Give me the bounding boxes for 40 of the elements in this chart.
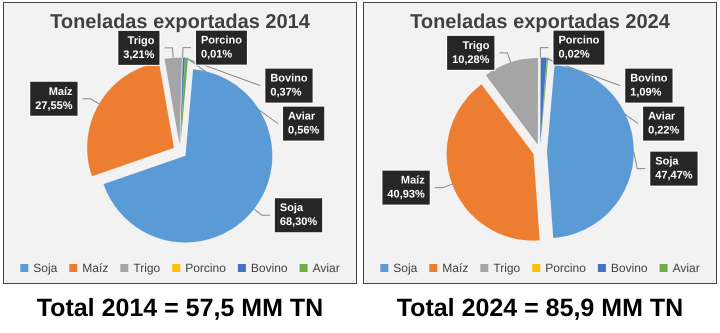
data-label: 0,56% xyxy=(288,124,320,137)
data-label: 3,21% xyxy=(123,48,155,61)
legend-label: Maíz xyxy=(82,261,108,275)
legend-label: Soja xyxy=(393,261,418,275)
legend-label: Aviar xyxy=(312,261,340,275)
legend-label: Porcino xyxy=(185,261,226,275)
data-label: 0,01% xyxy=(200,48,232,61)
slice-label: Soja xyxy=(655,156,680,168)
slice-label: Trigo xyxy=(462,40,490,52)
slice-label: Soja xyxy=(280,202,304,214)
legend-label: Maíz xyxy=(442,261,468,275)
legend-label: Trigo xyxy=(493,261,521,275)
slice-label: Maíz xyxy=(400,174,426,187)
data-label: 10,28% xyxy=(452,54,490,66)
slice-label: Porcino xyxy=(558,34,600,47)
chart-title: Toneladas exportadas 2014 xyxy=(50,11,311,33)
data-label: 68,30% xyxy=(280,216,318,228)
legend-label: Porcino xyxy=(545,261,586,275)
data-label: 47,47% xyxy=(655,170,693,182)
slice-label: Aviar xyxy=(648,110,676,123)
data-label: 0,22% xyxy=(648,124,680,137)
text: Total 2024 = 85,9 MM TN xyxy=(396,293,684,324)
legend-label: Bovino xyxy=(250,261,288,275)
data-label: 1,09% xyxy=(630,86,662,99)
slice-label: Aviar xyxy=(288,110,316,123)
chart-title: Toneladas exportadas 2024 xyxy=(410,11,671,33)
slice-label: Bovino xyxy=(630,72,668,85)
data-label: 27,55% xyxy=(35,100,73,112)
data-label: 0,02% xyxy=(558,48,590,61)
slice-label: Maíz xyxy=(48,86,74,98)
slice-label: Bovino xyxy=(270,72,308,85)
text: Total 2014 = 57,5 MM TN xyxy=(36,293,324,324)
legend-label: Trigo xyxy=(133,261,161,275)
legend-label: Soja xyxy=(33,261,58,275)
legend-label: Aviar xyxy=(672,261,700,275)
slice-label: Trigo xyxy=(128,34,155,47)
data-label: 0,37% xyxy=(270,86,302,99)
legend-label: Bovino xyxy=(610,261,648,275)
slice-label: Porcino xyxy=(200,34,242,47)
data-label: 40,93% xyxy=(387,188,425,201)
